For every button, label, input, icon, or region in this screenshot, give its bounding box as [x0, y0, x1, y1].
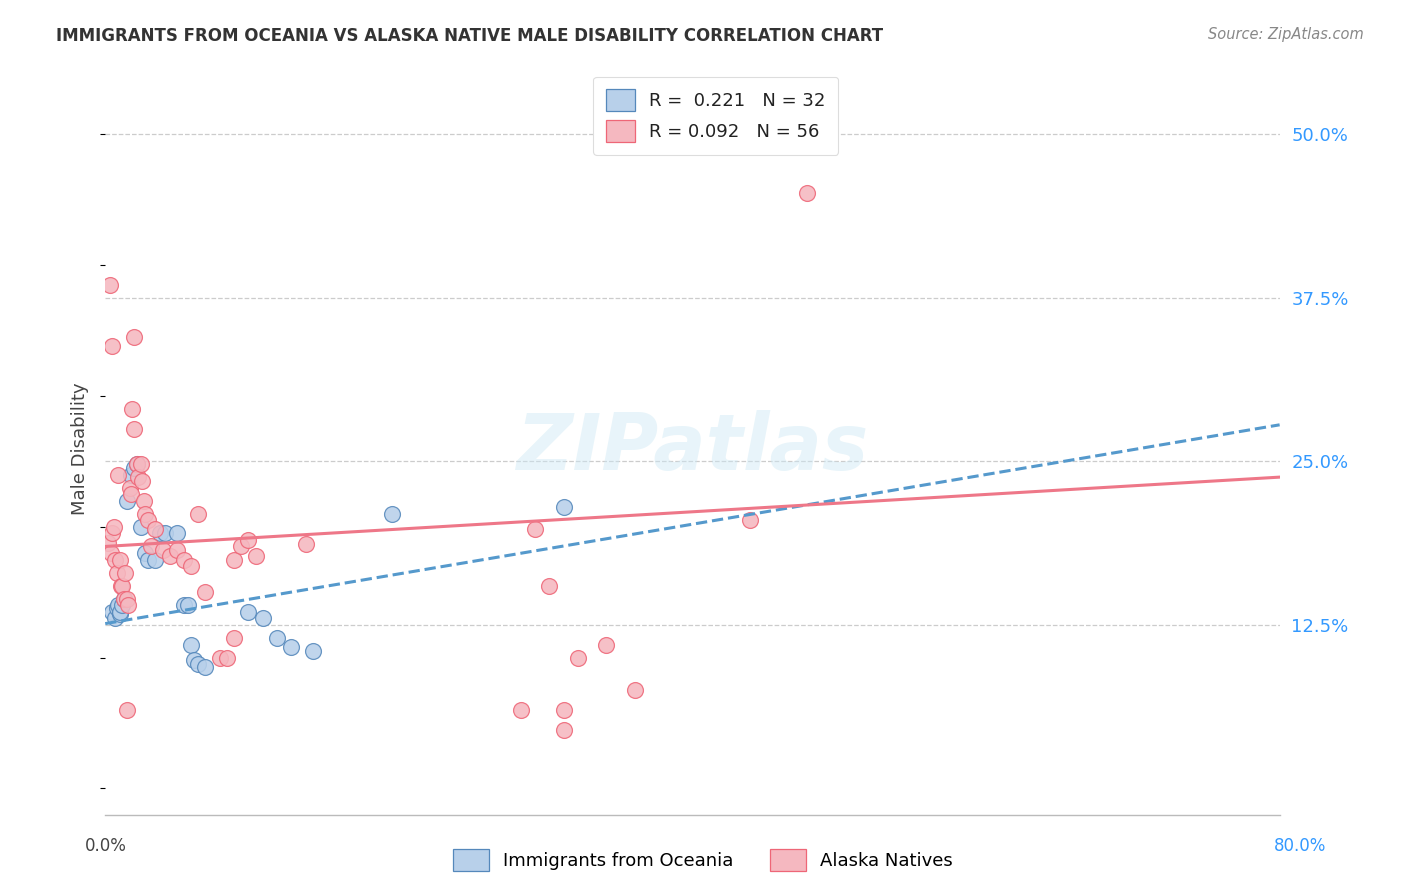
- Point: [302, 644, 325, 658]
- Point: [538, 579, 561, 593]
- Point: [103, 520, 125, 534]
- Point: [108, 552, 131, 566]
- Point: [553, 703, 575, 717]
- Point: [132, 493, 155, 508]
- Text: ZIPatlas: ZIPatlas: [516, 410, 869, 486]
- Point: [149, 526, 172, 541]
- Point: [280, 640, 302, 655]
- Point: [129, 520, 152, 534]
- Point: [177, 599, 200, 613]
- Point: [101, 339, 124, 353]
- Point: [215, 650, 238, 665]
- Point: [136, 513, 159, 527]
- Point: [100, 546, 122, 560]
- Point: [152, 543, 174, 558]
- Point: [105, 566, 128, 580]
- Point: [208, 650, 231, 665]
- Point: [111, 579, 134, 593]
- Y-axis label: Male Disability: Male Disability: [72, 382, 89, 515]
- Point: [125, 457, 148, 471]
- Point: [173, 599, 195, 613]
- Point: [155, 526, 177, 541]
- Point: [624, 683, 647, 698]
- Point: [159, 549, 181, 563]
- Point: [187, 507, 209, 521]
- Point: [509, 703, 531, 717]
- Point: [180, 638, 202, 652]
- Point: [224, 552, 246, 566]
- Point: [381, 507, 404, 521]
- Point: [127, 470, 149, 484]
- Point: [194, 585, 217, 599]
- Point: [252, 611, 274, 625]
- Point: [245, 549, 267, 563]
- Point: [553, 723, 575, 737]
- Point: [122, 330, 145, 344]
- Point: [134, 546, 156, 560]
- Point: [108, 607, 131, 622]
- Point: [120, 487, 142, 501]
- Point: [112, 591, 135, 606]
- Point: [224, 631, 246, 645]
- Text: Source: ZipAtlas.com: Source: ZipAtlas.com: [1208, 27, 1364, 42]
- Point: [139, 540, 162, 554]
- Point: [125, 457, 148, 471]
- Point: [108, 605, 131, 619]
- Point: [117, 599, 139, 613]
- Point: [105, 601, 128, 615]
- Point: [121, 402, 143, 417]
- Point: [129, 457, 152, 471]
- Point: [180, 559, 202, 574]
- Point: [238, 605, 260, 619]
- Point: [523, 523, 546, 537]
- Point: [166, 543, 188, 558]
- Point: [118, 481, 141, 495]
- Point: [266, 631, 288, 645]
- Point: [98, 277, 121, 292]
- Point: [194, 659, 217, 673]
- Legend: Immigrants from Oceania, Alaska Natives: Immigrants from Oceania, Alaska Natives: [446, 842, 960, 879]
- Point: [107, 467, 129, 482]
- Point: [114, 566, 136, 580]
- Point: [111, 599, 134, 613]
- Point: [143, 552, 166, 566]
- Point: [122, 461, 145, 475]
- Point: [101, 605, 124, 619]
- Point: [110, 579, 132, 593]
- Point: [115, 703, 138, 717]
- Point: [553, 500, 575, 515]
- Text: IMMIGRANTS FROM OCEANIA VS ALASKA NATIVE MALE DISABILITY CORRELATION CHART: IMMIGRANTS FROM OCEANIA VS ALASKA NATIVE…: [56, 27, 883, 45]
- Point: [104, 552, 127, 566]
- Point: [231, 540, 253, 554]
- Text: 80.0%: 80.0%: [1274, 837, 1327, 855]
- Point: [131, 474, 153, 488]
- Legend: R =  0.221   N = 32, R = 0.092   N = 56: R = 0.221 N = 32, R = 0.092 N = 56: [593, 77, 838, 155]
- Point: [294, 537, 316, 551]
- Point: [115, 493, 138, 508]
- Point: [120, 467, 142, 482]
- Point: [97, 535, 120, 549]
- Point: [238, 533, 260, 547]
- Point: [567, 650, 589, 665]
- Point: [143, 523, 166, 537]
- Point: [107, 599, 129, 613]
- Point: [112, 591, 135, 606]
- Point: [115, 591, 138, 606]
- Text: 0.0%: 0.0%: [84, 837, 127, 855]
- Point: [183, 653, 205, 667]
- Point: [101, 526, 124, 541]
- Point: [122, 422, 145, 436]
- Point: [166, 526, 188, 541]
- Point: [104, 611, 127, 625]
- Point: [134, 507, 156, 521]
- Point: [595, 638, 617, 652]
- Point: [136, 552, 159, 566]
- Point: [738, 513, 761, 527]
- Point: [796, 186, 818, 201]
- Point: [173, 552, 195, 566]
- Point: [187, 657, 209, 672]
